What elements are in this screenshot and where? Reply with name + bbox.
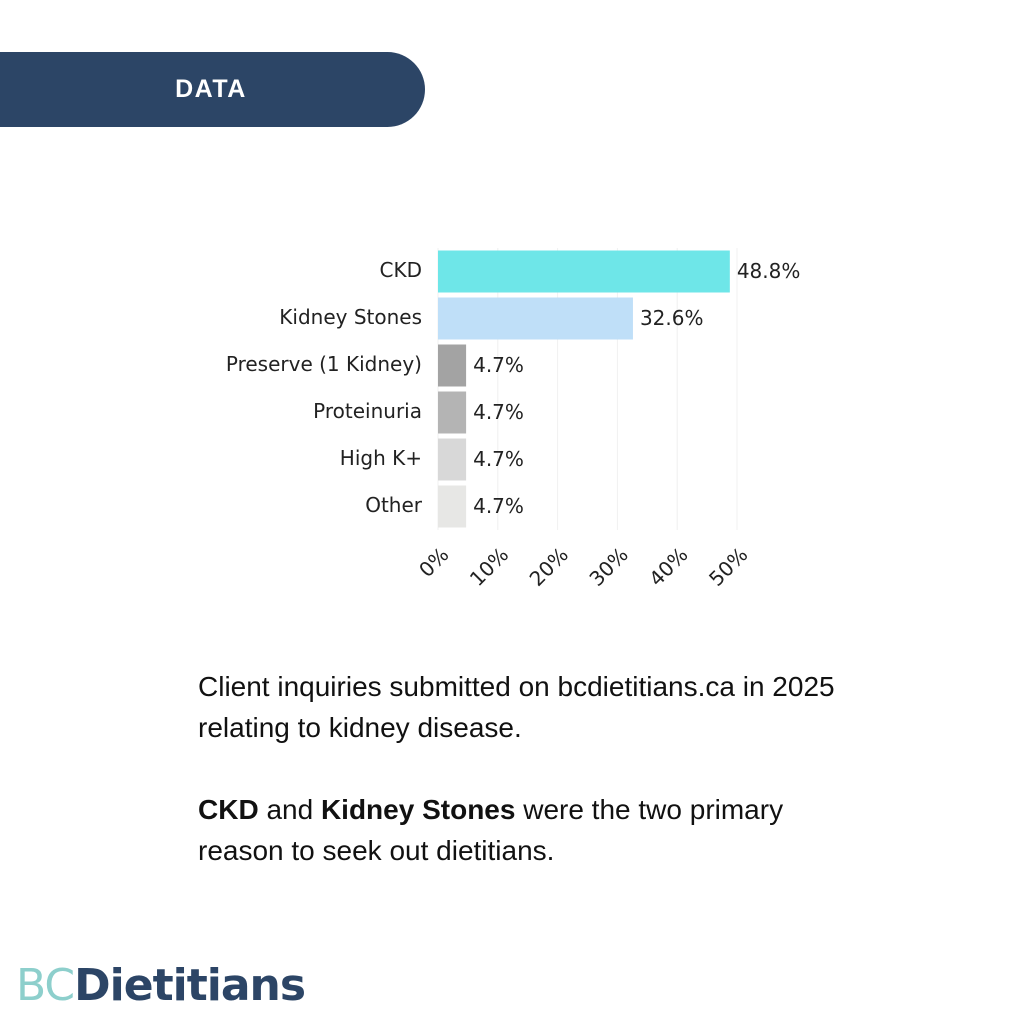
y-tick-label: Kidney Stones <box>279 305 422 329</box>
caption-bold: CKD <box>198 794 259 825</box>
value-label: 4.7% <box>473 353 524 377</box>
value-label: 48.8% <box>737 259 801 283</box>
logo: BCDietitians <box>16 958 306 1014</box>
bar <box>438 250 730 293</box>
value-label: 4.7% <box>473 494 524 518</box>
caption-text: were the two primary reason to seek out … <box>198 794 784 866</box>
caption-text: and <box>258 794 321 825</box>
x-tick-label: 50% <box>704 542 752 590</box>
bar <box>438 485 467 528</box>
section-header: DATA <box>0 52 425 127</box>
caption: Client inquiries submitted on bcdietitia… <box>198 666 838 912</box>
value-label: 4.7% <box>473 400 524 424</box>
bar <box>438 297 633 340</box>
y-tick-label: Other <box>365 493 423 517</box>
y-tick-label: Preserve (1 Kidney) <box>226 352 422 376</box>
y-tick-label: CKD <box>380 258 422 282</box>
caption-paragraph: CKD and Kidney Stones were the two prima… <box>198 789 838 871</box>
y-tick-label: Proteinuria <box>313 399 422 423</box>
x-tick-label: 40% <box>644 542 692 590</box>
chart: 0% 10% 20% 30% 40% 50% CKD 48.8% Kidney Stones 32… <box>226 248 801 591</box>
caption-text: Client inquiries submitted on bcdietitia… <box>198 671 835 743</box>
value-label: 32.6% <box>640 306 704 330</box>
logo-part: BC <box>16 960 75 1011</box>
bar <box>438 344 467 387</box>
header-label: DATA <box>175 75 247 103</box>
x-tick-label: 0% <box>414 542 453 581</box>
bar <box>438 438 467 481</box>
value-label: 4.7% <box>473 447 524 471</box>
y-tick-label: High K+ <box>340 446 422 470</box>
x-tick-label: 20% <box>525 542 573 590</box>
x-tick-label: 10% <box>465 542 513 590</box>
bar <box>438 391 467 434</box>
logo-part: Dietitians <box>74 960 306 1011</box>
x-tick-label: 30% <box>584 542 632 590</box>
caption-paragraph: Client inquiries submitted on bcdietitia… <box>198 666 838 748</box>
caption-bold: Kidney Stones <box>320 794 516 825</box>
